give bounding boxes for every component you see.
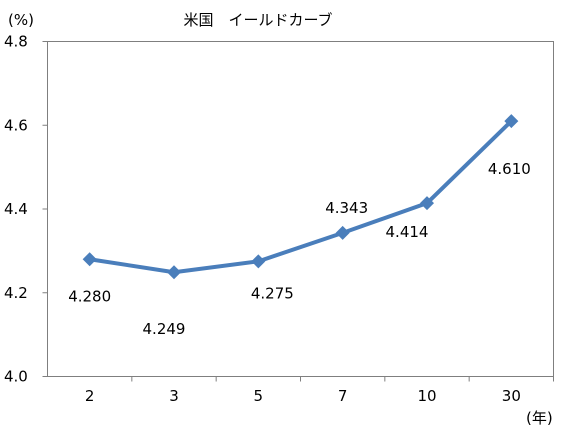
data-label: 4.610 bbox=[488, 160, 531, 178]
y-axis-unit-label: (%) bbox=[8, 11, 34, 29]
data-point-marker bbox=[420, 196, 434, 211]
x-tick-label: 5 bbox=[254, 387, 264, 405]
chart-title: 米国 イールドカーブ bbox=[183, 11, 332, 29]
data-point-marker bbox=[82, 252, 97, 267]
data-point-marker bbox=[335, 225, 350, 240]
data-label: 4.414 bbox=[386, 223, 429, 241]
data-label: 4.343 bbox=[325, 199, 368, 217]
data-point-marker bbox=[251, 254, 266, 269]
data-point-marker bbox=[504, 114, 519, 129]
data-point-marker bbox=[167, 265, 181, 280]
x-tick-label: 30 bbox=[502, 387, 521, 405]
y-tick-label: 4.8 bbox=[4, 33, 28, 51]
data-label: 4.275 bbox=[251, 284, 294, 302]
y-tick-label: 4.2 bbox=[4, 284, 28, 302]
y-axis: 4.0 4.2 4.4 4.6 4.8 bbox=[4, 33, 48, 386]
y-tick-label: 4.4 bbox=[4, 200, 28, 218]
data-label: 4.280 bbox=[68, 287, 111, 305]
data-labels-layer: 4.280 4.249 4.275 4.343 4.414 4.610 bbox=[68, 160, 531, 338]
x-tick-label: 7 bbox=[338, 387, 348, 405]
x-axis-unit-label: (年) bbox=[526, 409, 553, 427]
x-tick-label: 3 bbox=[169, 387, 179, 405]
y-tick-label: 4.6 bbox=[4, 116, 28, 134]
y-tick-label: 4.0 bbox=[4, 368, 28, 386]
x-tick-label: 2 bbox=[85, 387, 95, 405]
plot-area-frame bbox=[47, 41, 554, 377]
x-tick-label: 10 bbox=[417, 387, 436, 405]
x-axis: 2 3 5 7 10 30 bbox=[85, 376, 554, 405]
series-layer bbox=[82, 114, 519, 280]
series-line bbox=[89, 119, 513, 275]
data-label: 4.249 bbox=[143, 320, 186, 338]
